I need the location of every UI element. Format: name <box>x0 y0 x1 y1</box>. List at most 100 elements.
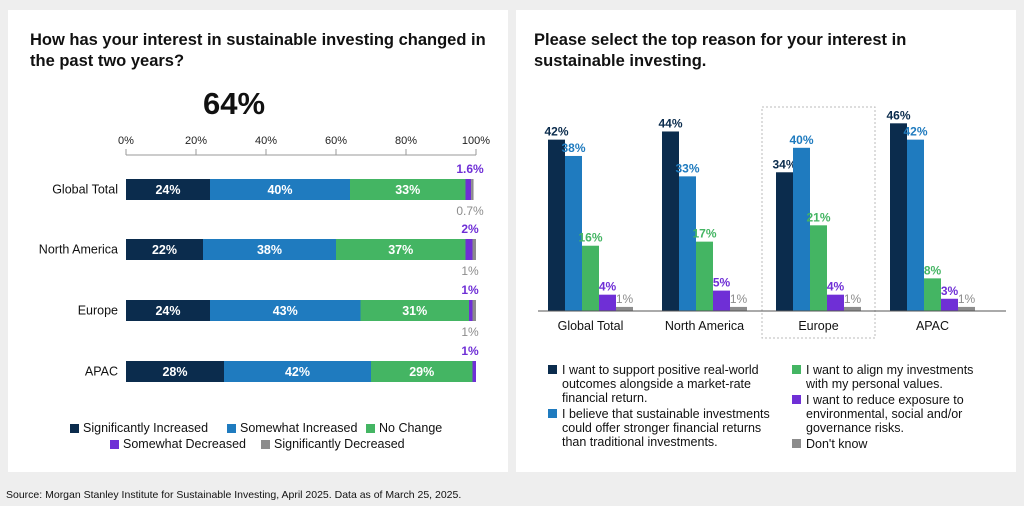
category-label: Global Total <box>52 183 118 197</box>
bar-segment <box>465 239 473 260</box>
data-label: 31% <box>402 304 427 318</box>
data-label: 1% <box>958 292 976 306</box>
legend-item: I want to support positive real-world ou… <box>548 363 773 405</box>
bar <box>565 155 582 311</box>
data-label: 42% <box>285 365 310 379</box>
legend-item: No Change <box>366 421 442 436</box>
data-label: 21% <box>806 210 830 224</box>
bar <box>696 241 713 311</box>
legend-swatch <box>792 365 801 374</box>
category-label: North America <box>39 243 118 257</box>
data-label: 4% <box>827 280 845 294</box>
legend-swatch <box>792 395 801 404</box>
data-label: 42% <box>903 125 927 139</box>
legend-item: Somewhat Increased <box>227 421 357 436</box>
bar <box>730 306 747 311</box>
bar-segment <box>126 239 203 260</box>
legend-label: No Change <box>379 421 443 435</box>
legend-item: I want to align my investments with my p… <box>792 363 992 391</box>
legend-swatch <box>792 439 801 448</box>
bar-segment <box>350 179 466 200</box>
bar <box>810 225 827 311</box>
legend-swatch <box>70 424 79 434</box>
data-label: 3% <box>941 284 959 298</box>
data-label: 1% <box>730 292 748 306</box>
bar-segment <box>210 300 361 321</box>
bar-segment <box>360 300 469 321</box>
data-label: 17% <box>692 227 716 241</box>
x-tick-label: 0% <box>118 135 134 147</box>
data-label: 44% <box>658 116 682 130</box>
bar-segment <box>210 179 350 200</box>
bar <box>599 294 616 311</box>
legend-label: Somewhat Decreased <box>123 437 246 451</box>
data-label: 0.7% <box>456 204 484 218</box>
x-tick-label: 100% <box>462 135 490 147</box>
bar <box>827 294 844 311</box>
data-label: 1% <box>616 292 634 306</box>
legend-label: I want to support positive real-world ou… <box>562 363 759 405</box>
bar-segment <box>472 239 476 260</box>
data-label: 1% <box>461 325 479 339</box>
right-chart-title: Please select the top reason for your in… <box>534 31 907 70</box>
bar-segment <box>371 361 473 382</box>
legend-item: I want to reduce exposure to environment… <box>792 393 992 435</box>
bar <box>679 176 696 311</box>
legend-swatch <box>548 409 557 418</box>
legend-swatch <box>227 424 236 434</box>
headline-stat: 64% <box>203 86 266 121</box>
category-label: Europe <box>798 319 838 333</box>
bar <box>616 306 633 311</box>
data-label: 22% <box>152 243 177 257</box>
bar <box>958 306 975 311</box>
data-label: 4% <box>599 280 617 294</box>
legend-label: Significantly Decreased <box>274 437 405 451</box>
category-label: Europe <box>78 304 118 318</box>
legend-swatch <box>261 440 270 450</box>
legend-swatch <box>366 424 375 434</box>
category-label: APAC <box>85 365 118 379</box>
bar-segment <box>203 239 336 260</box>
data-label: 33% <box>395 183 420 197</box>
legend-label: Don't know <box>806 437 868 451</box>
bar <box>582 245 599 311</box>
x-tick-label: 20% <box>185 135 207 147</box>
bar <box>890 123 907 311</box>
data-label: 34% <box>772 157 796 171</box>
legend-item: Somewhat Decreased <box>110 437 246 452</box>
data-label: 24% <box>155 183 180 197</box>
bar <box>941 298 958 311</box>
bar-segment <box>126 361 224 382</box>
category-label: Global Total <box>558 319 624 333</box>
right-panel: Please select the top reason for your in… <box>516 10 1016 472</box>
source-note: Source: Morgan Stanley Institute for Sus… <box>6 489 462 501</box>
data-label: 37% <box>388 243 413 257</box>
data-label: 40% <box>267 183 292 197</box>
bar <box>844 306 861 311</box>
data-label: 40% <box>789 133 813 147</box>
bar-segment <box>472 300 476 321</box>
bar-segment <box>465 179 472 200</box>
bar-segment <box>471 179 474 200</box>
data-label: 1% <box>461 344 479 358</box>
data-label: 28% <box>162 365 187 379</box>
legend-swatch <box>548 365 557 374</box>
x-tick-label: 60% <box>325 135 347 147</box>
data-label: 1% <box>461 264 479 278</box>
legend-label: Somewhat Increased <box>240 421 358 435</box>
legend-item: Don't know <box>792 437 992 451</box>
data-label: 2% <box>461 222 479 236</box>
legend-item: Significantly Increased <box>70 421 208 436</box>
legend-label: I want to reduce exposure to environment… <box>806 393 964 435</box>
data-label: 38% <box>561 141 585 155</box>
data-label: 38% <box>257 243 282 257</box>
category-label: APAC <box>916 319 949 333</box>
highlight-box <box>761 106 876 339</box>
bar-segment <box>469 300 473 321</box>
x-tick-label: 80% <box>395 135 417 147</box>
bar <box>924 278 941 311</box>
data-label: 46% <box>886 108 910 122</box>
data-label: 29% <box>409 365 434 379</box>
bar-segment <box>472 361 476 382</box>
data-label: 43% <box>273 304 298 318</box>
